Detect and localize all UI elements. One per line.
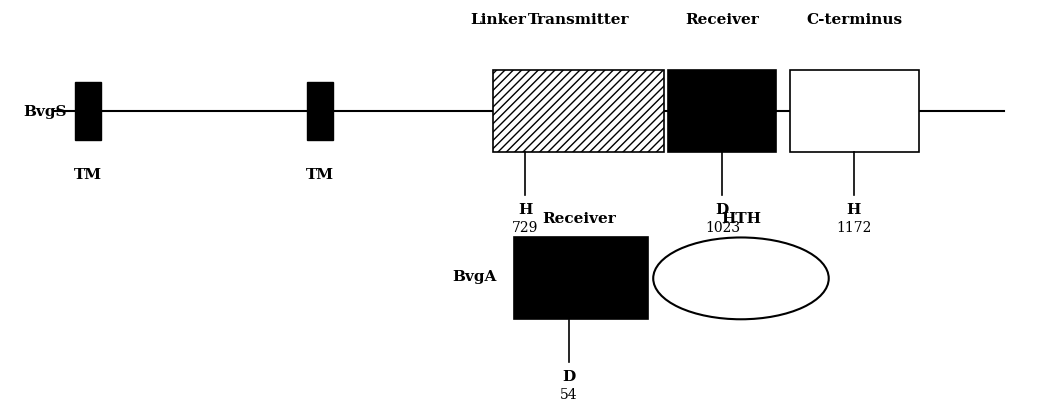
Bar — [514, 238, 648, 320]
Text: 729: 729 — [512, 220, 539, 234]
Text: 54: 54 — [559, 388, 577, 401]
Text: C-terminus: C-terminus — [807, 13, 903, 27]
Text: H: H — [518, 202, 532, 216]
Text: Linker: Linker — [470, 13, 526, 27]
Text: D: D — [716, 202, 729, 216]
Text: 1172: 1172 — [836, 220, 871, 234]
Bar — [307, 83, 333, 141]
Bar — [75, 83, 101, 141]
Text: TM: TM — [74, 168, 102, 182]
Text: BvgS: BvgS — [24, 104, 66, 119]
Text: Transmitter: Transmitter — [528, 13, 630, 27]
Text: Receiver: Receiver — [685, 13, 759, 27]
Text: H: H — [846, 202, 861, 216]
Text: Receiver: Receiver — [542, 211, 616, 226]
Text: TM: TM — [305, 168, 334, 182]
Bar — [493, 71, 663, 152]
Ellipse shape — [653, 238, 828, 320]
Text: HTH: HTH — [721, 211, 761, 226]
Text: BvgA: BvgA — [452, 270, 496, 284]
Bar — [667, 71, 776, 152]
Text: 1023: 1023 — [705, 220, 740, 234]
Text: D: D — [562, 369, 575, 383]
Bar — [790, 71, 919, 152]
